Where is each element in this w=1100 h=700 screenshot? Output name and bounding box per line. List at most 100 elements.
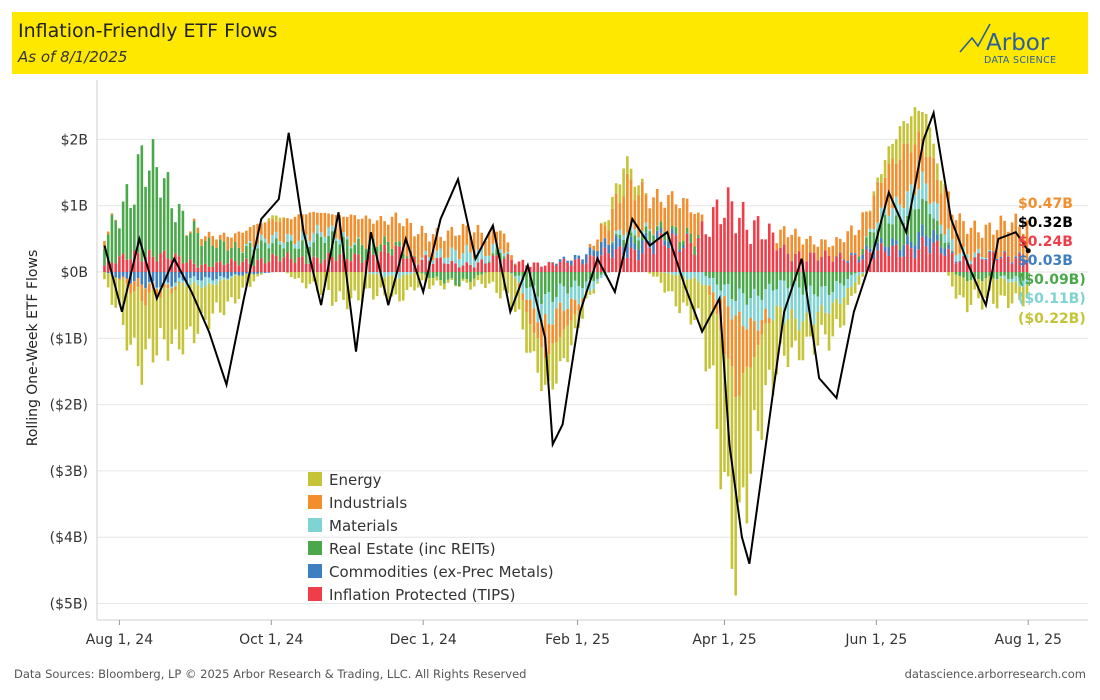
bar-segment-tips	[962, 256, 965, 272]
bar-segment-industrials	[155, 288, 159, 299]
bar-segment-energy	[540, 347, 543, 392]
bar-segment-tips	[719, 224, 723, 272]
bar-segment-tips	[917, 249, 920, 272]
bar-segment-real_estate	[401, 253, 405, 259]
bar-segment-materials	[838, 283, 842, 304]
bar-segment-industrials	[331, 214, 334, 226]
bar-segment-materials	[409, 272, 413, 275]
bar-segment-industrials	[435, 228, 439, 251]
bar-segment-real_estate	[880, 219, 883, 239]
bar-segment-real_estate	[181, 210, 185, 264]
bar-segment-energy	[174, 289, 177, 330]
bar-segment-tips	[902, 256, 906, 272]
bar-segment-energy	[353, 272, 357, 291]
bar-segment-materials	[846, 279, 850, 289]
bar-segment-real_estate	[338, 244, 342, 255]
bar-segment-materials	[697, 272, 700, 282]
bar-segment-real_estate	[387, 241, 390, 253]
y-tick-label: $0B	[61, 265, 88, 281]
bar-segment-tips	[857, 262, 861, 272]
bar-segment-tips	[741, 201, 745, 272]
y-tick-label: $2B	[61, 132, 88, 148]
bar-segment-materials	[693, 272, 696, 278]
bar-segment-real_estate	[827, 272, 831, 296]
bar-segment-materials	[248, 240, 252, 243]
bar-segment-energy	[133, 291, 136, 338]
bar-segment-energy	[614, 183, 618, 194]
bar-segment-real_estate	[648, 231, 652, 241]
bar-segment-real_estate	[973, 272, 977, 278]
bar-segment-tips	[532, 262, 536, 272]
bar-segment-industrials	[753, 320, 756, 358]
bar-segment-industrials	[667, 194, 670, 236]
bar-segment-materials	[316, 224, 319, 234]
bar-segment-tips	[401, 258, 405, 272]
bar-segment-real_estate	[536, 272, 540, 297]
bar-segment-real_estate	[857, 256, 861, 260]
bar-segment-commodities	[166, 272, 170, 283]
bar-segment-energy	[820, 305, 823, 325]
bar-segment-tips	[633, 249, 637, 272]
bar-segment-real_estate	[207, 237, 211, 267]
bar-segment-tips	[726, 187, 730, 272]
bar-segment-industrials	[939, 193, 943, 225]
bar-segment-tips	[465, 262, 469, 272]
bar-segment-energy	[185, 286, 188, 330]
x-tick-label: Oct 1, 24	[239, 632, 303, 648]
bar-segment-energy	[469, 281, 472, 290]
bar-segment-tips	[543, 265, 547, 272]
bar-segment-materials	[226, 278, 230, 281]
bar-segment-real_estate	[349, 248, 353, 262]
bar-segment-real_estate	[383, 236, 386, 245]
bar-segment-energy	[428, 278, 431, 289]
bar-segment-materials	[469, 252, 472, 265]
bar-segment-real_estate	[360, 244, 364, 264]
bar-segment-commodities	[637, 249, 640, 261]
bar-segment-tips	[760, 239, 764, 272]
bar-segment-tips	[237, 265, 241, 272]
bar-segment-industrials	[211, 236, 215, 246]
end-label-total: $0.32B	[1018, 215, 1073, 231]
bar-segment-tips	[218, 261, 222, 272]
bar-segment-materials	[708, 278, 711, 286]
bar-segment-real_estate	[1014, 272, 1018, 277]
bar-segment-tips	[372, 254, 375, 272]
bar-segment-real_estate	[816, 272, 820, 297]
bar-segment-real_estate	[233, 241, 237, 262]
bar-segment-commodities	[252, 272, 256, 275]
bar-segment-materials	[327, 227, 330, 236]
bar-segment-industrials	[222, 232, 226, 242]
bar-segment-energy	[902, 120, 906, 145]
bar-segment-tips	[233, 261, 237, 272]
arbor-logo: Arbor DATA SCIENCE	[956, 18, 1076, 68]
bar-segment-tips	[715, 199, 719, 272]
bar-segment-tips	[387, 252, 390, 272]
bar-segment-materials	[738, 288, 741, 312]
bar-segment-energy	[928, 127, 932, 157]
bar-segment-real_estate	[159, 197, 162, 254]
bar-segment-tips	[144, 256, 147, 272]
bar-segment-tips	[1018, 253, 1021, 272]
bar-segment-energy	[357, 272, 360, 301]
bar-segment-industrials	[943, 186, 947, 235]
bar-segment-tips	[924, 246, 928, 272]
bar-segment-energy	[599, 222, 603, 224]
bar-segment-industrials	[525, 299, 528, 312]
bar-segment-tips	[304, 263, 308, 272]
bar-segment-energy	[342, 272, 345, 300]
bar-segment-tips	[700, 221, 704, 272]
bar-segment-materials	[547, 292, 551, 325]
bar-segment-energy	[629, 168, 633, 180]
bar-segment-industrials	[162, 284, 166, 288]
bar-segment-materials	[588, 279, 592, 291]
bar-segment-materials	[286, 233, 289, 242]
bar-segment-materials	[932, 201, 935, 219]
bar-segment-energy	[510, 274, 513, 311]
bar-segment-real_estate	[909, 206, 913, 242]
bar-segment-materials	[891, 208, 894, 225]
bar-segment-real_estate	[431, 272, 435, 279]
bar-segment-materials	[510, 273, 513, 275]
bar-segment-industrials	[648, 208, 652, 230]
bar-segment-materials	[454, 250, 457, 264]
bar-segment-industrials	[514, 263, 517, 266]
